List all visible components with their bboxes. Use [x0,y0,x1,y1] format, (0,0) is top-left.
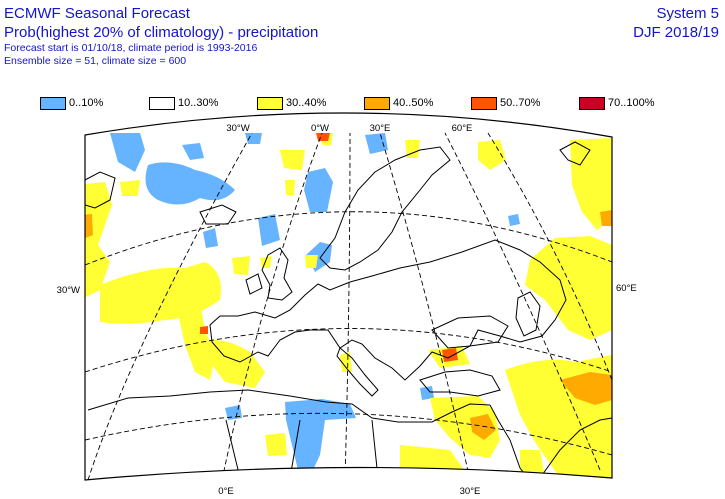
legend-swatch [40,96,66,110]
map-title: ECMWF Seasonal Forecast [4,5,190,22]
legend-item-50-70: 50..70% [471,95,540,111]
graticule [85,132,612,480]
legend-swatch [579,96,605,110]
right-label-60e: 60°E [616,283,637,294]
top-label-30w: 30°W [226,123,249,134]
shading-low-probability [110,133,520,472]
ensemble-info: Ensemble size = 51, climate size = 600 [4,55,187,67]
legend-label: 70..100% [608,97,655,109]
legend-swatch [149,96,175,110]
bottom-label-30e: 30°E [460,486,481,497]
legend-item-10-30: 10..30% [149,95,218,111]
legend: 0..10% 10..30% 30..40% 40..50% 50..70% 7… [40,95,720,111]
probability-shading [85,133,612,478]
legend-swatch [257,96,283,110]
legend-label: 40..50% [393,97,434,109]
legend-item-30-40: 30..40% [257,95,326,111]
header-right: System 5 DJF 2018/19 [633,4,719,42]
forecast-info: Forecast start is 01/10/18, climate peri… [4,42,258,54]
left-label-30w: 30°W [57,285,80,296]
bottom-label-0e: 0°E [218,486,233,497]
header-left: ECMWF Seasonal Forecast Prob(highest 20%… [4,4,318,68]
legend-item-70-100: 70..100% [579,95,654,111]
top-label-60e: 60°E [452,123,473,134]
top-label-30e: 30°E [370,123,391,134]
legend-swatch [364,96,390,110]
top-label-0w: 0°W [311,123,329,134]
legend-label: 0..10% [69,97,104,109]
coastlines [85,141,612,479]
map-subtitle: Prob(highest 20% of climatology) - preci… [4,24,319,41]
legend-label: 10..30% [178,97,219,109]
system-label: System 5 [656,5,719,22]
legend-label: 30..40% [286,97,327,109]
legend-item-0-10: 0..10% [40,95,103,111]
legend-label: 50..70% [500,97,541,109]
map-frame [84,112,613,481]
legend-item-40-50: 40..50% [364,95,433,111]
legend-swatch [471,96,497,110]
coordinate-labels: 30°W 0°W 30°E 60°E 0°E 30°E 30°W 60°E [57,123,637,497]
season-label: DJF 2018/19 [633,24,719,41]
